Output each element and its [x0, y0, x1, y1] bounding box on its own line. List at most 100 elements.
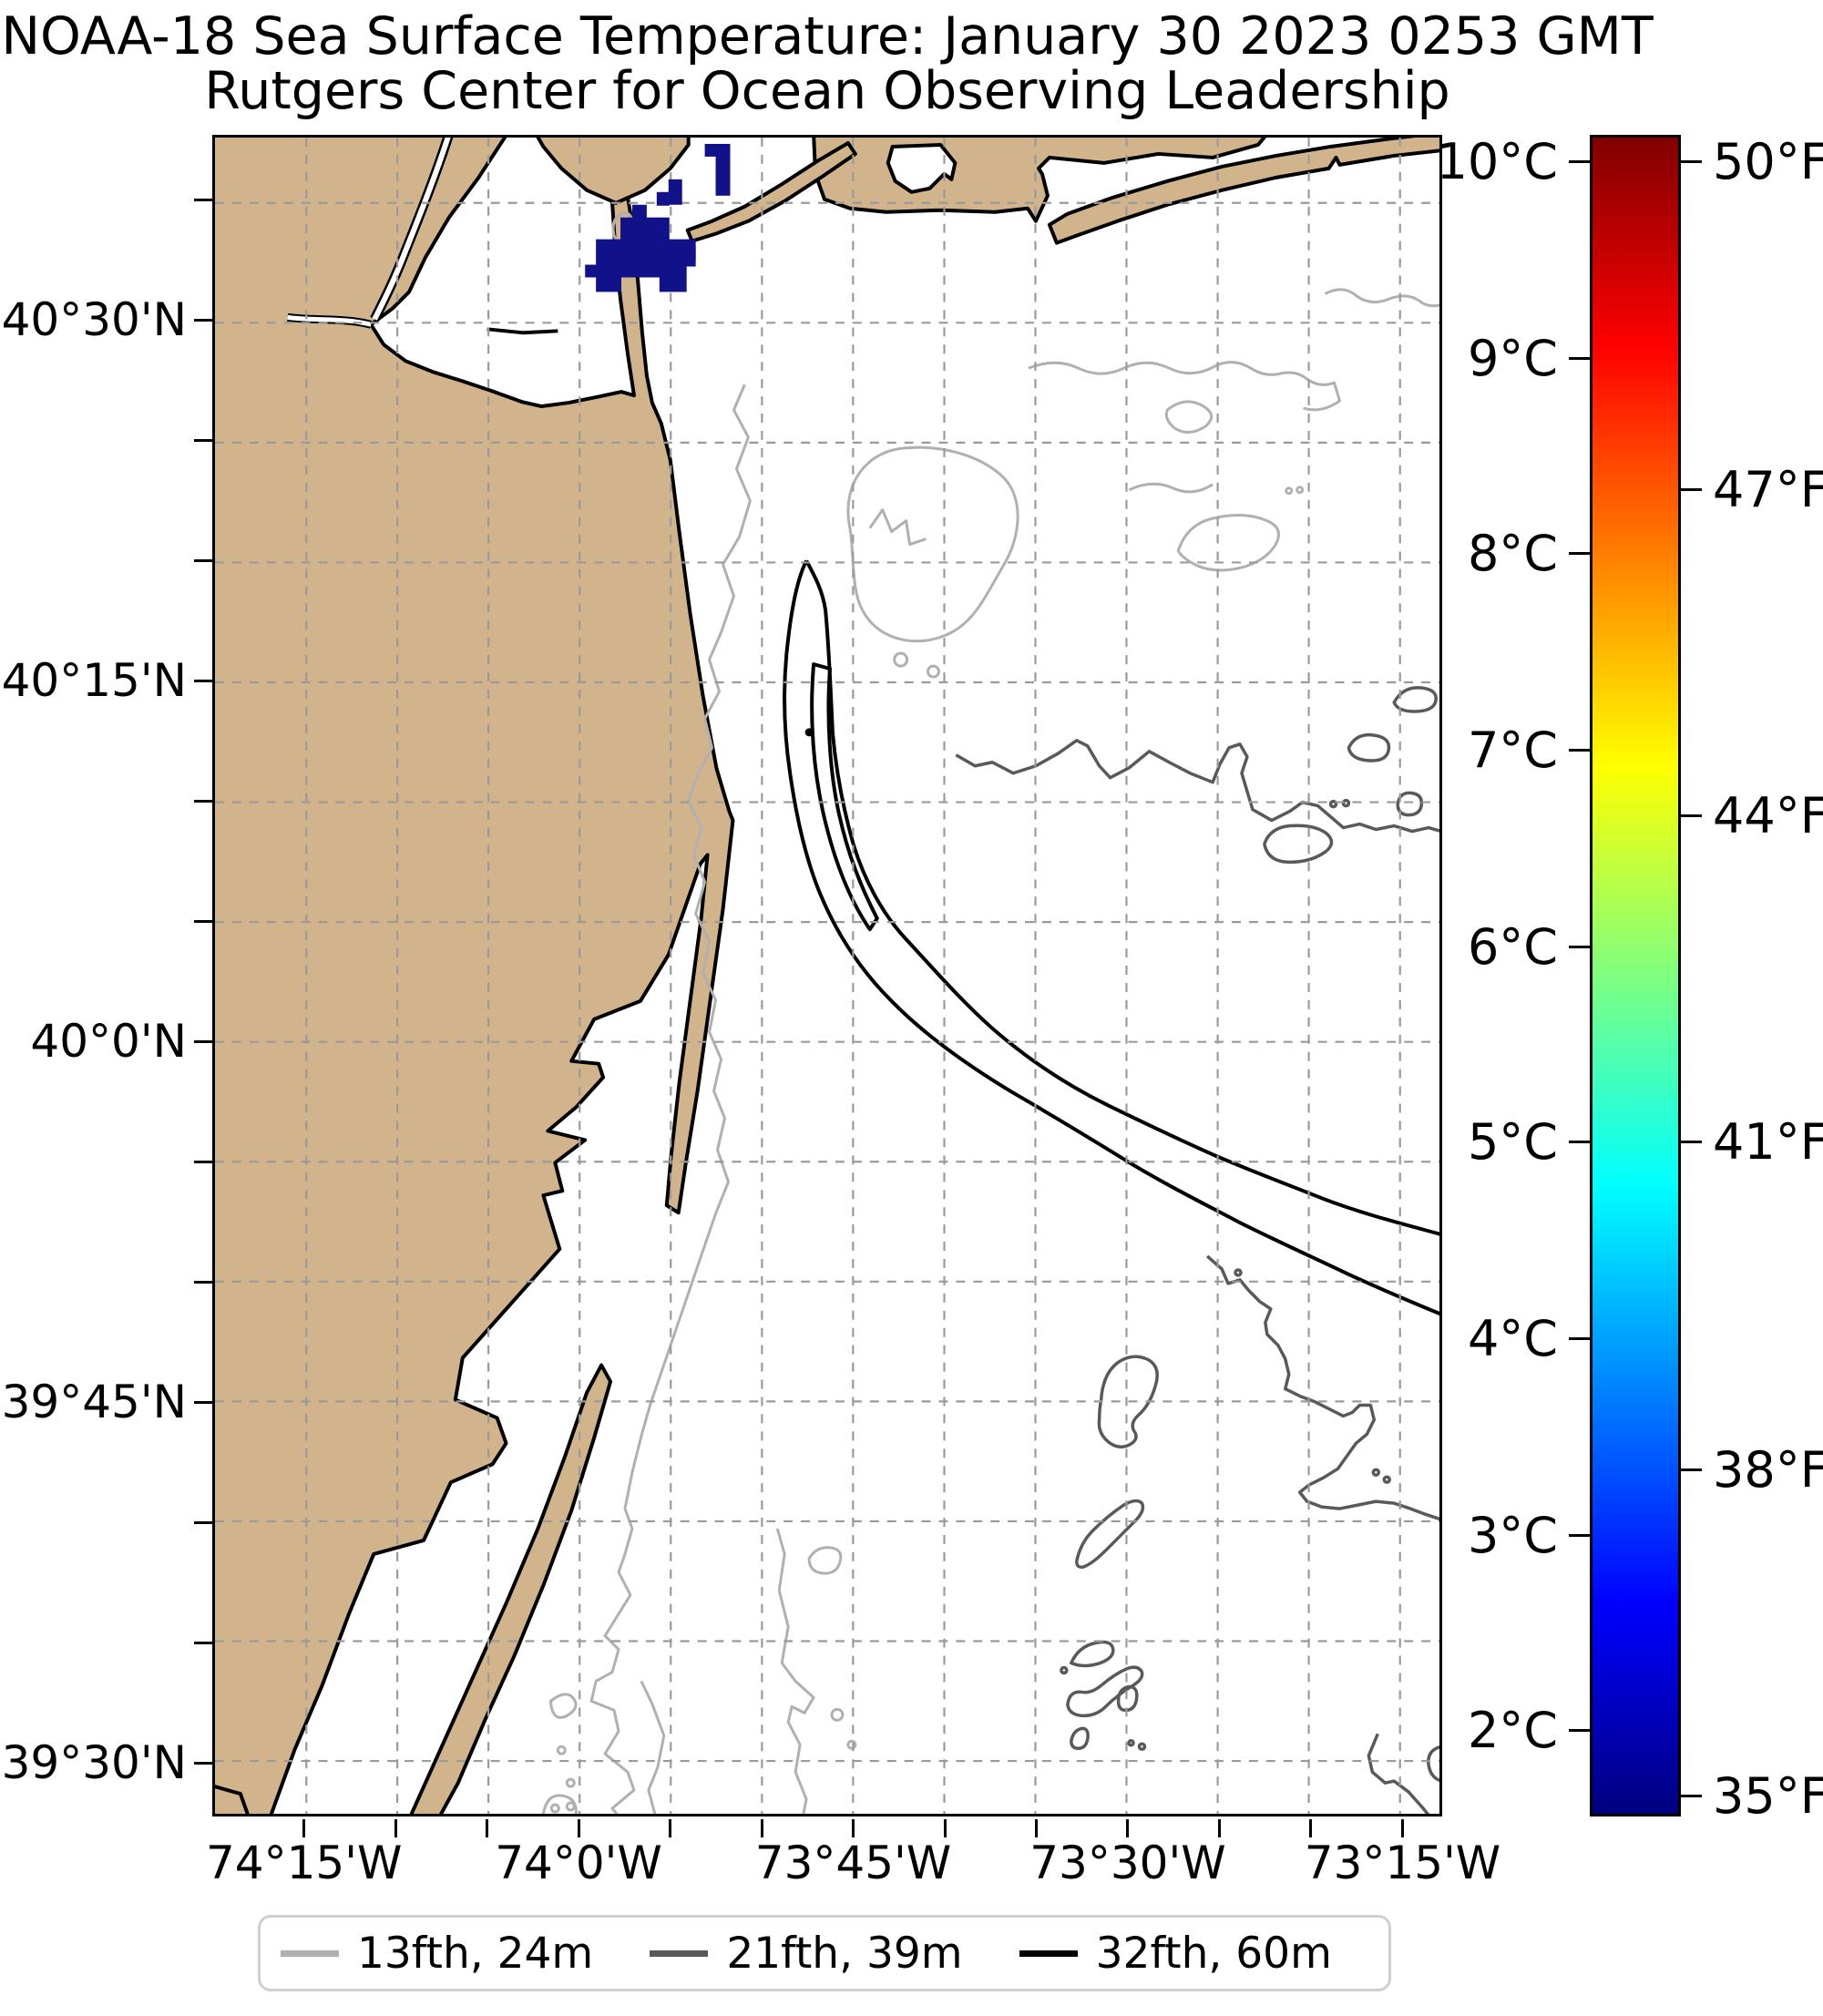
colorbar-celsius-label: 6°C: [1467, 917, 1558, 976]
x-axis-tick: [302, 1819, 306, 1837]
sst-pixel: [670, 246, 696, 260]
legend-label: 21fth, 39m: [726, 1928, 963, 1979]
y-axis-label: 39°30'N: [1, 1735, 187, 1789]
y-axis-tick: [194, 1642, 212, 1645]
sst-pixel: [585, 264, 687, 278]
legend-entry: 32fth, 60m: [1019, 1929, 1388, 1979]
x-axis-label: 74°15'W: [205, 1837, 403, 1889]
x-axis-label: 73°45'W: [754, 1837, 952, 1889]
y-axis-label: 40°0'N: [30, 1014, 187, 1068]
figure-title-line2: Rutgers Center for Ocean Observing Leade…: [204, 61, 1450, 121]
colorbar-fahrenheit-tick: [1681, 1141, 1702, 1144]
y-axis-tick: [194, 439, 212, 443]
x-axis-tick: [851, 1819, 855, 1837]
colorbar-fahrenheit-label: 47°F: [1713, 460, 1823, 518]
sst-pixel-cluster: [585, 143, 731, 292]
y-axis-tick: [194, 800, 212, 803]
colorbar-fahrenheit-label: 41°F: [1713, 1112, 1823, 1171]
graticule-gridlines: [215, 138, 1439, 1814]
y-axis-tick: [194, 1762, 212, 1765]
colorbar-celsius-label: 3°C: [1467, 1506, 1558, 1564]
x-axis-tick: [668, 1819, 671, 1837]
y-axis-tick: [194, 199, 212, 202]
legend-entry: 13fth, 24m: [281, 1929, 650, 1979]
colorbar-fahrenheit-label: 38°F: [1713, 1440, 1823, 1499]
x-axis-tick: [1309, 1819, 1313, 1837]
x-axis-tick: [943, 1819, 947, 1837]
x-axis-label: 73°30'W: [1029, 1837, 1226, 1889]
legend-line-sample: [1019, 1949, 1078, 1957]
colorbar-fahrenheit-label: 44°F: [1713, 786, 1823, 844]
sst-pixel: [670, 266, 685, 291]
x-axis-label: 74°0'W: [495, 1837, 662, 1889]
colorbar-fahrenheit-tick: [1681, 488, 1702, 491]
colorbar-celsius-label: 8°C: [1467, 524, 1558, 582]
contour-32fth-group: [783, 559, 1439, 1316]
colorbar-celsius-tick: [1569, 357, 1590, 361]
x-axis-tick: [1035, 1819, 1038, 1837]
legend-entry: 21fth, 39m: [650, 1929, 1019, 1979]
x-axis-tick: [1218, 1819, 1221, 1837]
colorbar-fahrenheit-tick: [1681, 1469, 1702, 1472]
colorbar-celsius-tick: [1569, 160, 1590, 164]
y-axis-tick: [194, 1401, 212, 1405]
sst-pixel: [620, 217, 670, 243]
colorbar-celsius-tick: [1569, 1534, 1590, 1538]
y-axis-tick: [194, 1281, 212, 1284]
colorbar-fahrenheit-label: 35°F: [1713, 1766, 1823, 1825]
y-axis-tick: [194, 920, 212, 924]
colorbar-celsius-label: 10°C: [1436, 132, 1558, 190]
y-axis-tick: [194, 1161, 212, 1164]
land-long-island: [812, 138, 1267, 223]
colorbar-celsius-tick: [1569, 552, 1590, 556]
contour-21fth-group: [955, 686, 1439, 1814]
land-group: [215, 138, 1439, 1814]
y-axis-tick: [194, 319, 212, 322]
legend-label: 32fth, 60m: [1095, 1928, 1332, 1979]
y-axis-tick: [194, 1521, 212, 1525]
land-brooklyn: [536, 138, 691, 205]
sst-pixel: [668, 179, 682, 205]
y-axis-label: 40°15'N: [1, 653, 187, 707]
legend-line-sample: [650, 1949, 709, 1957]
y-axis-label: 39°45'N: [1, 1375, 187, 1428]
figure-title-line1: NOAA-18 Sea Surface Temperature: January…: [1, 6, 1654, 67]
map-geography: [215, 138, 1439, 1814]
y-axis-tick: [194, 559, 212, 563]
colorbar-celsius-label: 2°C: [1467, 1701, 1558, 1759]
colorbar-fahrenheit-tick: [1681, 814, 1702, 818]
colorbar-celsius-label: 4°C: [1467, 1309, 1558, 1367]
channel-group: [287, 138, 558, 335]
land-new-jersey: [215, 138, 735, 1814]
contour-13fth-group: [541, 211, 1439, 1814]
y-axis-tick: [194, 680, 212, 683]
colorbar-celsius-label: 9°C: [1467, 329, 1558, 387]
x-axis-tick: [577, 1819, 580, 1837]
y-axis-label: 40°30'N: [1, 292, 187, 346]
land-bottom-wedge: [215, 1785, 250, 1814]
x-axis-tick: [1126, 1819, 1130, 1837]
colorbar-fahrenheit-tick: [1681, 160, 1702, 164]
sst-pixel: [656, 191, 670, 206]
colorbar-fahrenheit-tick: [1681, 1795, 1702, 1798]
legend-line-sample: [281, 1949, 339, 1957]
depth-contour-legend: 13fth, 24m 21fth, 39m 32fth, 60m: [258, 1915, 1391, 1991]
map-canvas: [212, 135, 1442, 1816]
colorbar-celsius-tick: [1569, 1337, 1590, 1341]
x-axis-tick: [394, 1819, 397, 1837]
sst-pixel: [715, 149, 731, 196]
temperature-colorbar: [1590, 135, 1681, 1816]
land-longbeach-strip: [1047, 138, 1439, 245]
colorbar-celsius-label: 5°C: [1467, 1112, 1558, 1171]
x-axis-tick: [1401, 1819, 1405, 1837]
x-axis-label: 73°15'W: [1304, 1837, 1501, 1889]
colorbar-fahrenheit-label: 50°F: [1713, 132, 1823, 190]
x-axis-tick: [485, 1819, 488, 1837]
sst-pixel: [631, 204, 647, 220]
legend-label: 13fth, 24m: [357, 1928, 594, 1979]
x-axis-tick: [760, 1819, 763, 1837]
sst-pixel: [596, 277, 622, 292]
colorbar-celsius-tick: [1569, 749, 1590, 752]
colorbar-celsius-tick: [1569, 946, 1590, 949]
colorbar-celsius-tick: [1569, 1729, 1590, 1733]
